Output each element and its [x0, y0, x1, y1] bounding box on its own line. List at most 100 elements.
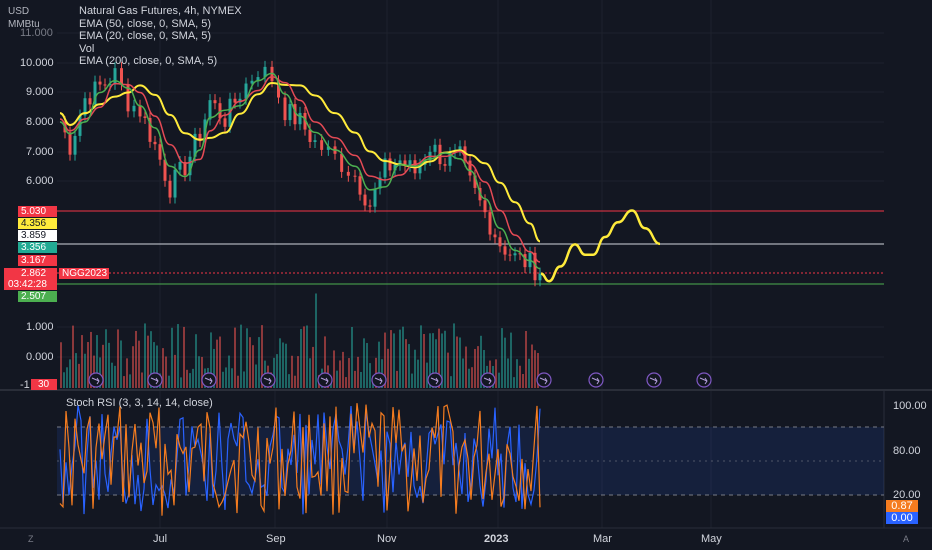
candle-body	[533, 252, 537, 281]
volume-bar	[102, 344, 104, 388]
price-tick: 11.000	[20, 27, 53, 39]
stoch-d-value: 0.87	[886, 500, 918, 512]
candle-body	[188, 156, 192, 176]
event-markers[interactable]	[88, 372, 712, 388]
candle-body	[250, 80, 254, 84]
time-tick: Sep	[266, 533, 286, 545]
candle-body	[132, 105, 136, 112]
volume-bar	[411, 373, 413, 388]
volume-bar	[525, 330, 527, 388]
volume-bar	[114, 365, 116, 388]
candle-body	[373, 188, 377, 207]
event-arrow-icon	[263, 377, 272, 385]
event-arrow-icon	[150, 377, 159, 385]
volume-bars	[60, 293, 539, 388]
legend-ema200[interactable]: EMA (200, close, 0, SMA, 5)	[79, 55, 218, 67]
candle-body	[93, 81, 97, 105]
volume-bar	[513, 377, 515, 388]
stoch-d-line	[59, 403, 541, 516]
volume-bar	[138, 340, 140, 388]
candle-body	[218, 103, 222, 119]
volume-bar	[429, 333, 431, 388]
legend-title[interactable]: Natural Gas Futures, 4h, NYMEX	[79, 5, 242, 17]
volume-bar	[432, 333, 434, 388]
symbol-tag[interactable]: NGG2023	[59, 268, 109, 279]
volume-bar	[162, 348, 164, 388]
volume-bar	[117, 329, 119, 388]
candle-body	[148, 117, 152, 142]
price-tick: 8.000	[26, 116, 54, 128]
stoch-tick: 20.00	[893, 489, 921, 501]
price-tag-current[interactable]: 2.862	[4, 268, 57, 279]
price-tag-3167[interactable]: 3.167	[18, 255, 57, 266]
volume-bar	[516, 359, 518, 388]
candle-body	[158, 144, 162, 160]
volume-bar	[123, 376, 125, 388]
volume-bar	[237, 375, 239, 388]
stoch-rsi-label[interactable]: Stoch RSI (3, 3, 14, 14, close)	[66, 397, 213, 409]
volume-bar	[78, 363, 80, 388]
volume-bar	[360, 371, 362, 388]
volume-bar	[306, 325, 308, 388]
candle-body	[113, 68, 117, 84]
volume-bar	[129, 374, 131, 388]
volume-bar	[459, 337, 461, 388]
volume-bar	[471, 367, 473, 388]
volume-bar	[87, 342, 89, 388]
candle-body	[383, 158, 387, 178]
candle-body	[73, 135, 77, 155]
volume-bar	[240, 324, 242, 388]
event-arrow-icon	[699, 377, 708, 385]
price-tag-5030[interactable]: 5.030	[18, 206, 57, 217]
currency-label[interactable]: USD	[8, 6, 30, 17]
legend-ema20[interactable]: EMA (20, close, 0, SMA, 5)	[79, 30, 212, 42]
volume-bar	[339, 360, 341, 388]
volume-bar	[405, 339, 407, 388]
projection-line[interactable]	[540, 209, 661, 283]
timezone-button[interactable]: Z	[28, 534, 34, 544]
volume-bar	[216, 339, 218, 388]
volume-bar	[441, 333, 443, 388]
volume-bar	[462, 358, 464, 388]
volume-bar	[510, 332, 512, 388]
volume-bar	[345, 377, 347, 388]
candle-body	[433, 144, 437, 152]
event-arrow-icon	[91, 377, 100, 385]
candle-body	[298, 112, 302, 125]
volume-bar	[336, 370, 338, 388]
volume-tick: -1	[20, 379, 30, 391]
candle-body	[513, 253, 517, 256]
candle-body	[143, 116, 147, 118]
candle-body	[120, 68, 123, 85]
volume-bar	[366, 343, 368, 388]
legend-ema50[interactable]: EMA (50, close, 0, SMA, 5)	[79, 17, 212, 30]
candle-body	[363, 194, 367, 206]
volume-bar	[537, 352, 539, 388]
volume-bar	[519, 365, 521, 388]
volume-bar	[252, 345, 254, 388]
volume-bar	[357, 356, 359, 388]
price-tag-3356[interactable]: 3.356	[18, 242, 57, 253]
volume-tick: 0.000	[26, 351, 54, 363]
price-tag-4356[interactable]: 4.356	[18, 218, 57, 229]
unit-label[interactable]: MMBtu	[8, 19, 40, 30]
legend-vol[interactable]: Vol	[79, 42, 95, 55]
auto-scale-button[interactable]: A	[903, 534, 910, 544]
volume-bar	[276, 354, 278, 388]
candle-body	[326, 146, 330, 150]
candle-body	[458, 146, 462, 150]
volume-bar	[150, 331, 152, 388]
volume-bar	[111, 362, 113, 388]
volume-bar	[408, 344, 410, 388]
volume-bar	[498, 372, 500, 388]
price-tag-2507[interactable]: 2.507	[18, 291, 57, 302]
candle-body	[483, 200, 487, 213]
candle-body	[88, 98, 92, 105]
price-tag-3859[interactable]: 3.859	[18, 230, 57, 241]
volume-bar	[174, 354, 176, 388]
candle-body	[277, 81, 280, 98]
candle-body	[448, 153, 452, 166]
volume-bar	[132, 346, 134, 388]
price-tick: 7.000	[26, 146, 54, 158]
